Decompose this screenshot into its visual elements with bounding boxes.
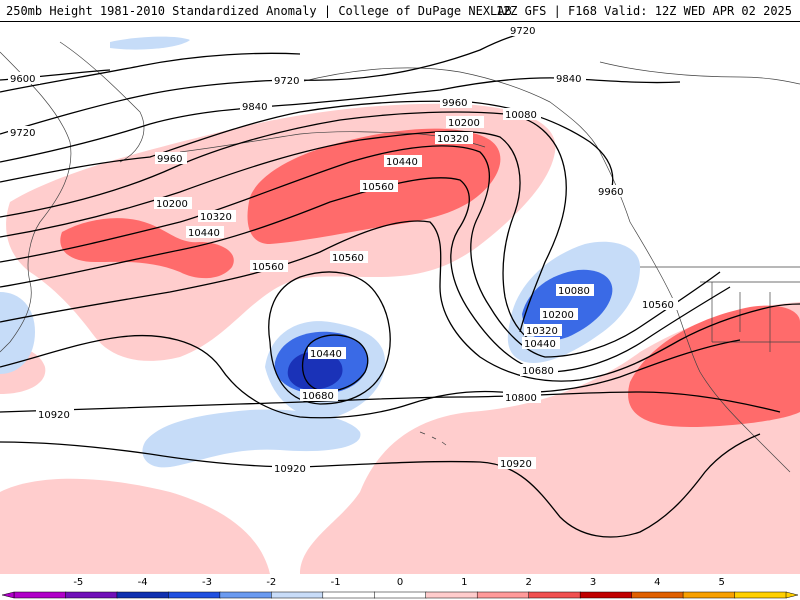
colorbar-segments (1, 591, 799, 599)
colorbar-segment (374, 591, 427, 599)
colorbar-segment (322, 591, 376, 599)
colorbar-segment (528, 591, 581, 599)
anomaly-pos2-western (60, 218, 234, 279)
colorbar-right-arrow (785, 591, 799, 599)
contour-label-9840-west: 9840 (242, 102, 267, 113)
contour-labels: 9600 9720 9720 9720 9840 9840 9960 9960 … (8, 24, 678, 475)
colorbar-segment (682, 591, 736, 599)
asia-coastline (0, 51, 72, 353)
contour-label-10080-north: 10080 (505, 110, 537, 121)
colorbar-segment (219, 591, 273, 599)
colorbar-segment (631, 591, 684, 599)
anomaly-pos2-california (628, 305, 800, 427)
contour-label-10320-north: 10320 (437, 134, 469, 145)
contour-label-9960-west: 9960 (157, 154, 182, 165)
anomaly-colorbar: -5 -4 -3 -2 -1 0 1 2 3 4 5 (1, 577, 799, 599)
contour-10560-closed (268, 271, 391, 405)
contour-9960 (0, 100, 614, 188)
contour-10320 (0, 145, 721, 358)
contour-label-10080-trough: 10080 (558, 286, 590, 297)
height-anomaly-map: 9600 9720 9720 9720 9840 9840 9960 9960 … (0, 22, 800, 574)
colorbar-segment (168, 591, 221, 599)
colorbar-tick-label: -5 (73, 577, 83, 588)
colorbar-tick-label: 2 (525, 577, 531, 588)
alaska-coastline (299, 67, 631, 223)
contour-label-9720-north: 9720 (510, 26, 535, 37)
colorbar-tick-label: 5 (718, 577, 724, 588)
north-america-west-coast (629, 221, 791, 473)
contour-label-10200-trough: 10200 (542, 310, 574, 321)
map-title: 250mb Height 1981-2010 Standardized Anom… (6, 4, 512, 18)
anomaly-neg1-west-edge (0, 292, 35, 374)
colorbar-tick-label: 3 (590, 577, 596, 588)
colorbar-tick-label: -4 (138, 577, 148, 588)
contour-label-9840-east: 9840 (556, 74, 581, 85)
contour-label-10200-west: 10200 (156, 199, 188, 210)
contour-10560 (0, 220, 800, 382)
contour-label-10440-north: 10440 (386, 157, 418, 168)
contour-label-10440-low: 10440 (310, 349, 342, 360)
contour-label-9600: 9600 (10, 74, 35, 85)
contour-label-9720-west: 9720 (10, 128, 35, 139)
colorbar-segment (425, 591, 478, 599)
anomaly-pos1-southwest (0, 478, 270, 574)
colorbar-left-arrow (1, 591, 15, 599)
colorbar-segment (116, 591, 170, 599)
contour-label-10680-low: 10680 (302, 391, 334, 402)
kamchatka-coastline (59, 41, 145, 163)
contour-10680-inner (302, 334, 369, 392)
colorbar-segment (476, 591, 530, 599)
contour-10440 (0, 177, 731, 373)
colorbar-tick-label: -3 (202, 577, 212, 588)
contour-label-10560-north: 10560 (362, 182, 394, 193)
anomaly-neg1-north (110, 36, 190, 50)
colorbar-segment (65, 591, 118, 599)
contour-label-10920-central: 10920 (274, 464, 306, 475)
contour-10080 (0, 111, 567, 333)
contour-label-10440-west: 10440 (188, 228, 220, 239)
colorbar-segment (271, 591, 324, 599)
contour-label-10320-west: 10320 (200, 212, 232, 223)
colorbar-segment (734, 591, 787, 599)
contour-label-10560-central: 10560 (332, 253, 364, 264)
hawaii-islands (419, 431, 447, 446)
contour-10680 (0, 334, 741, 419)
contour-label-10920-west: 10920 (38, 410, 70, 421)
contour-9720-north (0, 52, 301, 93)
map-header: 250mb Height 1981-2010 Standardized Anom… (0, 0, 800, 22)
colorbar-segment (13, 591, 67, 599)
colorbar-tick-label: 0 (397, 577, 403, 588)
contour-label-10320-trough: 10320 (526, 326, 558, 337)
contour-10800 (0, 391, 781, 413)
contour-label-10200-north: 10200 (448, 118, 480, 129)
contour-label-10560-west: 10560 (252, 262, 284, 273)
contour-label-9960-east: 9960 (598, 187, 623, 198)
contour-10920 (0, 433, 761, 538)
contour-label-10920-east: 10920 (500, 459, 532, 470)
us-borders (640, 266, 800, 352)
contour-label-10440-trough: 10440 (524, 339, 556, 350)
contour-label-9720-central: 9720 (274, 76, 299, 87)
colorbar-tick-label: -1 (331, 577, 341, 588)
canada-coastline (599, 61, 800, 85)
model-run-info: 12Z GFS | F168 Valid: 12Z WED APR 02 202… (495, 4, 792, 18)
anomaly-neg3-central-low (287, 351, 343, 390)
colorbar-tick-label: 4 (654, 577, 660, 588)
contour-label-9960-central: 9960 (442, 98, 467, 109)
contour-label-10680-east: 10680 (522, 366, 554, 377)
colorbar-segment (579, 591, 633, 599)
colorbar-tick-label: 1 (461, 577, 467, 588)
contour-label-10560-east: 10560 (642, 300, 674, 311)
colorbar-tick-labels: -5 -4 -3 -2 -1 0 1 2 3 4 5 (73, 577, 725, 588)
contour-label-10800: 10800 (505, 393, 537, 404)
colorbar-tick-label: -2 (266, 577, 276, 588)
anomaly-neg1-south-blob (142, 409, 361, 468)
